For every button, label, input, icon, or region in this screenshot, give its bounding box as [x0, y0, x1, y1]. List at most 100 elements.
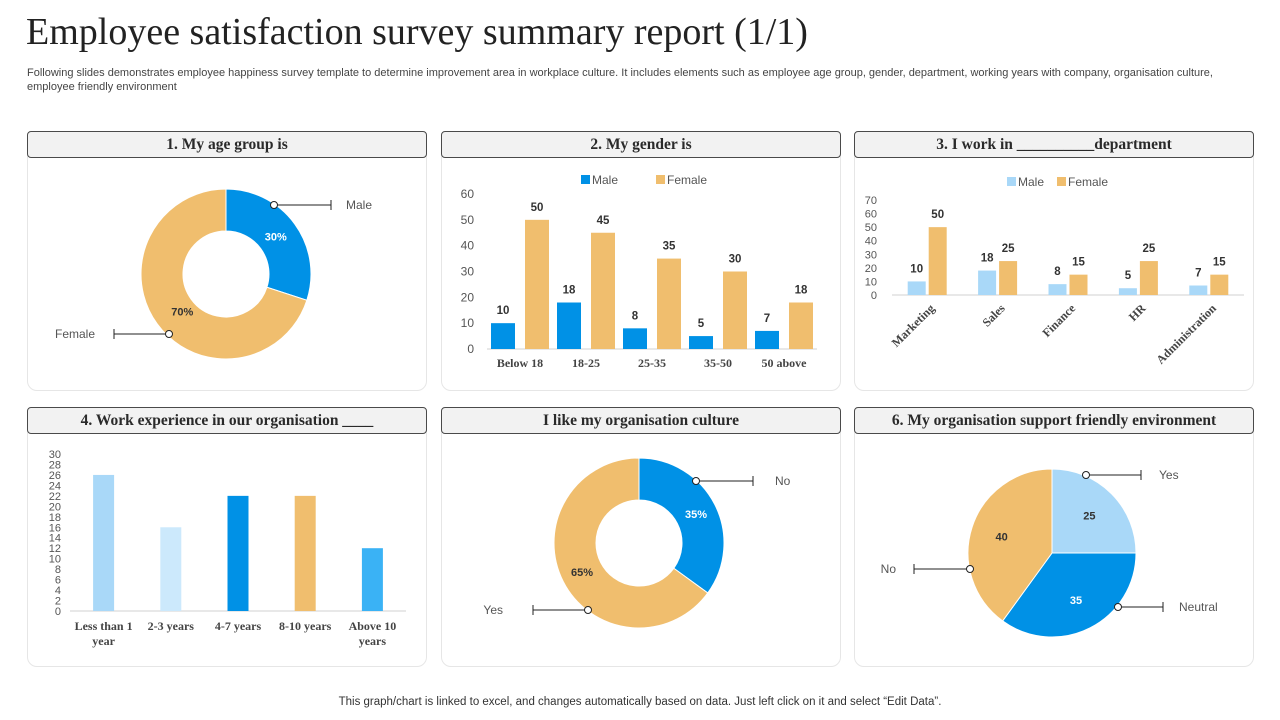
- panel-culture: I like my organisation culture 35% No 65% Y…: [441, 407, 841, 667]
- bar-value-label: 45: [597, 215, 610, 227]
- age-donut-chart[interactable]: 30% Male 70% Female: [28, 132, 428, 392]
- panel-department: 3. I work in __________department 0 10 20 3…: [854, 131, 1254, 391]
- bar-value-label: 15: [1072, 257, 1085, 269]
- bar-value-label: 10: [910, 263, 923, 275]
- bar-female: [1139, 261, 1158, 295]
- bar-experience: [294, 495, 316, 611]
- legend-label-male: Male: [346, 198, 372, 212]
- page-title: Employee satisfaction survey summary rep…: [26, 11, 808, 53]
- x-category-label: 4-7 years: [215, 619, 262, 633]
- y-tick-label: 8: [55, 564, 61, 576]
- pie-slice-no: [967, 468, 1053, 622]
- y-tick-label: 0: [467, 342, 474, 356]
- bar-value-label: 15: [1213, 257, 1226, 269]
- bar-value-label: 25: [1143, 243, 1156, 255]
- pie-value-label: 70%: [171, 307, 193, 319]
- bar-value-label: 10: [497, 305, 510, 317]
- y-tick-label: 4: [55, 585, 61, 597]
- y-tick-label: 6: [55, 575, 61, 587]
- pie-value-label: 40: [996, 532, 1008, 544]
- bar-experience: [160, 527, 182, 611]
- x-category-label: Below 18: [497, 356, 543, 370]
- culture-donut-chart[interactable]: 35% No 65% Yes: [442, 408, 842, 668]
- callout-marker: [584, 606, 592, 614]
- bar-value-label: 18: [563, 285, 576, 297]
- y-tick-label: 12: [49, 543, 61, 555]
- footer-note: This graph/chart is linked to excel, and…: [338, 696, 942, 708]
- legend-label-yes: Yes: [483, 603, 503, 617]
- y-tick-label: 30: [49, 449, 61, 461]
- bar-female: [789, 302, 813, 349]
- panel-gender: 2. My gender is 0 10 20 30 40 50 60 10 50 Below 1…: [441, 131, 841, 391]
- legend-swatch-female: [656, 175, 665, 184]
- department-bar-chart[interactable]: 0102030405060701050Marketing1825Sales815…: [855, 132, 1255, 392]
- pie-value-label: 35: [1070, 595, 1082, 607]
- pie-slice-female: [140, 188, 308, 360]
- bar-value-label: 30: [729, 254, 742, 266]
- y-tick-label: 0: [871, 290, 877, 302]
- bar-value-label: 35: [663, 241, 676, 253]
- x-category-label: Marketing: [889, 301, 938, 350]
- y-tick-label: 2: [55, 596, 61, 608]
- y-tick-label: 20: [865, 263, 877, 275]
- bar-value-label: 50: [531, 202, 544, 214]
- panel-header: 6. My organisation support friendly envi…: [854, 407, 1254, 434]
- y-tick-label: 30: [865, 249, 877, 261]
- callout-marker: [1082, 471, 1090, 479]
- bar-female: [928, 227, 947, 295]
- pie-slice-no: [638, 457, 725, 594]
- panel-header: I like my organisation culture: [441, 407, 841, 434]
- bar-male: [978, 270, 997, 295]
- panel-age-group: 1. My age group is 30% Male 70% Female: [27, 131, 427, 391]
- bar-experience: [227, 495, 249, 611]
- x-category-label: 50 above: [762, 356, 808, 370]
- y-tick-label: 14: [49, 533, 61, 545]
- x-category-label: year: [92, 634, 115, 648]
- y-tick-label: 40: [461, 239, 475, 253]
- pie-slice-yes: [1051, 468, 1137, 554]
- y-tick-label: 50: [865, 222, 877, 234]
- bar-male: [689, 336, 713, 349]
- x-category-label: HR: [1126, 301, 1149, 324]
- y-tick-label: 0: [55, 606, 61, 618]
- y-tick-label: 60: [461, 187, 475, 201]
- panel-header: 2. My gender is: [441, 131, 841, 158]
- legend-label-yes: Yes: [1159, 468, 1179, 482]
- y-tick-label: 40: [865, 236, 877, 248]
- y-tick-label: 10: [865, 276, 877, 288]
- gender-bar-chart[interactable]: 0 10 20 30 40 50 60 10 50 Below 18 18 45 18-25 8 35 25-…: [442, 132, 842, 392]
- bar-value-label: 8: [632, 310, 639, 322]
- panel-header: 3. I work in __________department: [854, 131, 1254, 158]
- x-category-label: 8-10 years: [279, 619, 332, 633]
- bar-female: [1210, 274, 1229, 295]
- pie-value-label: 65%: [571, 567, 593, 579]
- pie-slice-male: [225, 188, 312, 301]
- y-tick-label: 60: [865, 209, 877, 221]
- bar-male: [907, 281, 926, 295]
- y-tick-label: 10: [461, 316, 475, 330]
- bar-value-label: 18: [795, 285, 808, 297]
- legend-label-female: Female: [55, 327, 95, 341]
- legend-label-female: Female: [667, 173, 707, 187]
- bar-male: [491, 323, 515, 349]
- pie-value-label: 30%: [265, 231, 287, 243]
- x-category-label: 18-25: [572, 356, 600, 370]
- callout-marker: [165, 330, 173, 338]
- bar-male: [755, 330, 779, 349]
- bar-female: [525, 219, 549, 349]
- legend-label-male: Male: [592, 173, 618, 187]
- y-tick-label: 28: [49, 459, 61, 471]
- callout-marker: [1114, 603, 1122, 611]
- legend-label-no: No: [775, 474, 791, 488]
- bar-experience: [93, 474, 115, 611]
- y-tick-label: 50: [461, 213, 475, 227]
- y-tick-label: 20: [49, 501, 61, 513]
- panel-header: 4. Work experience in our organisation _…: [27, 407, 427, 434]
- y-tick-label: 16: [49, 522, 61, 534]
- callout-marker: [270, 201, 278, 209]
- y-tick-label: 70: [865, 195, 877, 207]
- page-subtitle: Following slides demonstrates employee h…: [27, 67, 1213, 93]
- pie-value-label: 25: [1083, 511, 1095, 523]
- environment-pie-chart[interactable]: 25 Yes 35 Neutral 40 No: [855, 408, 1255, 668]
